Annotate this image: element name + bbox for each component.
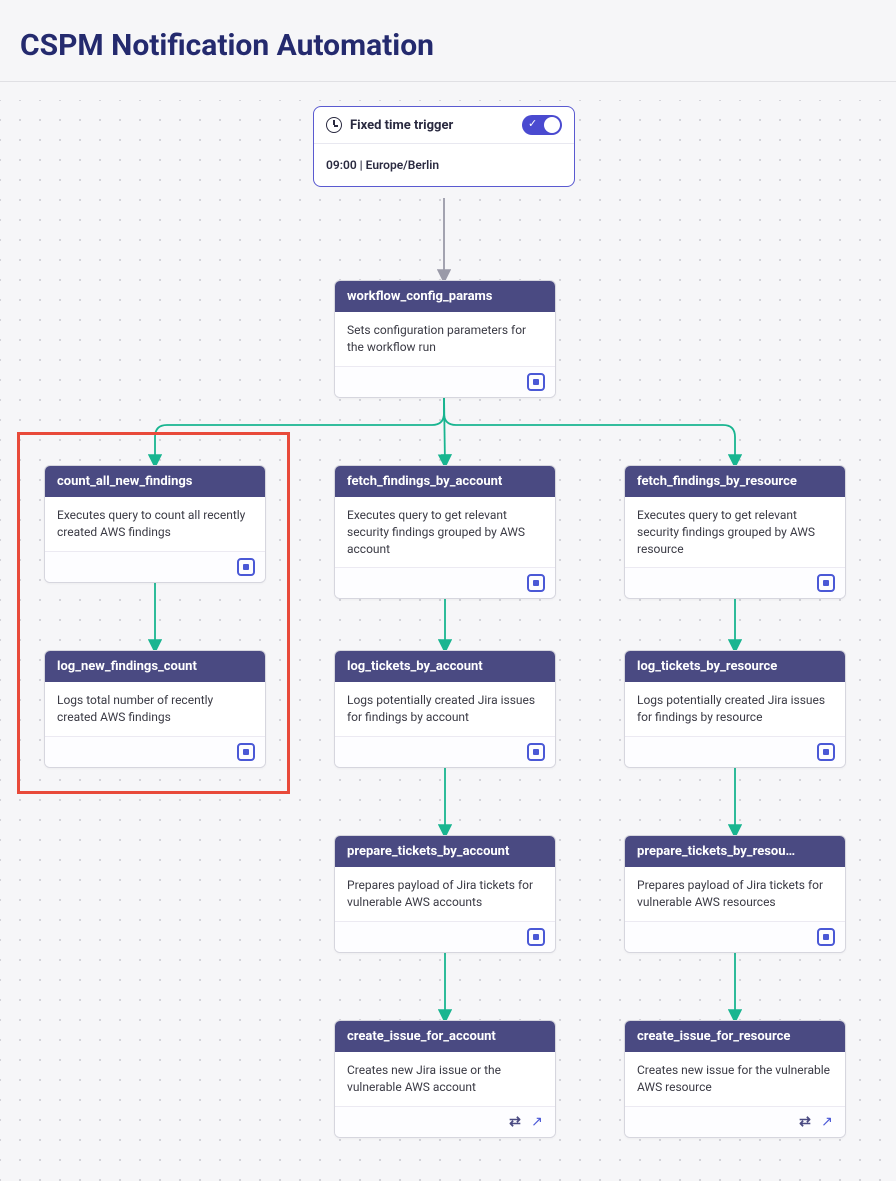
node-description: Logs potentially created Jira issues for… — [625, 682, 845, 737]
node-footer — [335, 568, 555, 598]
node-description: Creates new issue for the vulnerable AWS… — [625, 1052, 845, 1107]
trigger-schedule: 09:00 | Europe/Berlin — [314, 144, 574, 186]
trigger-header: Fixed time trigger — [314, 107, 574, 144]
workflow-node-create_issue_for_account[interactable]: create_issue_for_account Creates new Jir… — [334, 1020, 556, 1138]
node-footer — [335, 367, 555, 397]
node-footer: ⇄↗ — [335, 1107, 555, 1137]
node-description: Creates new Jira issue or the vulnerable… — [335, 1052, 555, 1107]
data-icon — [817, 743, 835, 761]
workflow-node-prepare_tickets_by_account[interactable]: prepare_tickets_by_account Prepares payl… — [334, 835, 556, 953]
node-description: Executes query to get relevant security … — [335, 497, 555, 568]
node-footer — [335, 737, 555, 767]
node-title: log_tickets_by_resource — [625, 651, 845, 682]
data-icon — [527, 574, 545, 592]
node-footer — [45, 552, 265, 582]
node-footer — [45, 737, 265, 767]
node-description: Executes query to count all recently cre… — [45, 497, 265, 552]
data-icon — [237, 558, 255, 576]
workflow-node-fetch_findings_by_resource[interactable]: fetch_findings_by_resource Executes quer… — [624, 465, 846, 599]
node-title: count_all_new_findings — [45, 466, 265, 497]
node-description: Logs total number of recently created AW… — [45, 682, 265, 737]
workflow-node-prepare_tickets_by_resource[interactable]: prepare_tickets_by_resou… Prepares paylo… — [624, 835, 846, 953]
node-description: Prepares payload of Jira tickets for vul… — [335, 867, 555, 922]
node-description: Prepares payload of Jira tickets for vul… — [625, 867, 845, 922]
trigger-toggle[interactable] — [522, 115, 562, 135]
data-icon — [817, 928, 835, 946]
workflow-node-fetch_findings_by_account[interactable]: fetch_findings_by_account Executes query… — [334, 465, 556, 599]
node-title: fetch_findings_by_account — [335, 466, 555, 497]
node-title: workflow_config_params — [335, 281, 555, 312]
share-icon: ↗ — [529, 1114, 545, 1130]
node-footer — [625, 922, 845, 952]
data-icon — [817, 574, 835, 592]
workflow-node-create_issue_for_resource[interactable]: create_issue_for_resource Creates new is… — [624, 1020, 846, 1138]
node-title: create_issue_for_account — [335, 1021, 555, 1052]
node-footer — [335, 922, 555, 952]
data-icon — [527, 373, 545, 391]
node-title: prepare_tickets_by_account — [335, 836, 555, 867]
page-title: CSPM Notification Automation — [0, 0, 896, 82]
node-title: create_issue_for_resource — [625, 1021, 845, 1052]
data-icon — [237, 743, 255, 761]
trigger-node[interactable]: Fixed time trigger 09:00 | Europe/Berlin — [313, 106, 575, 187]
node-title: log_new_findings_count — [45, 651, 265, 682]
workflow-node-workflow_config_params[interactable]: workflow_config_params Sets configuratio… — [334, 280, 556, 398]
node-footer — [625, 737, 845, 767]
node-description: Logs potentially created Jira issues for… — [335, 682, 555, 737]
workflow-node-count_all_new_findings[interactable]: count_all_new_findings Executes query to… — [44, 465, 266, 583]
node-title: fetch_findings_by_resource — [625, 466, 845, 497]
workflow-node-log_tickets_by_account[interactable]: log_tickets_by_account Logs potentially … — [334, 650, 556, 768]
node-footer — [625, 568, 845, 598]
trigger-title: Fixed time trigger — [350, 118, 453, 133]
data-icon — [527, 743, 545, 761]
clock-icon — [326, 117, 342, 133]
workflow-node-log_new_findings_count[interactable]: log_new_findings_count Logs total number… — [44, 650, 266, 768]
share-icon: ↗ — [819, 1114, 835, 1130]
node-title: prepare_tickets_by_resou… — [625, 836, 845, 867]
workflow-node-log_tickets_by_resource[interactable]: log_tickets_by_resource Logs potentially… — [624, 650, 846, 768]
loop-icon: ⇄ — [797, 1114, 813, 1130]
workflow-canvas: Fixed time trigger 09:00 | Europe/Berlin… — [0, 0, 896, 1181]
data-icon — [527, 928, 545, 946]
node-title: log_tickets_by_account — [335, 651, 555, 682]
loop-icon: ⇄ — [507, 1114, 523, 1130]
node-description: Executes query to get relevant security … — [625, 497, 845, 568]
node-footer: ⇄↗ — [625, 1107, 845, 1137]
node-description: Sets configuration parameters for the wo… — [335, 312, 555, 367]
